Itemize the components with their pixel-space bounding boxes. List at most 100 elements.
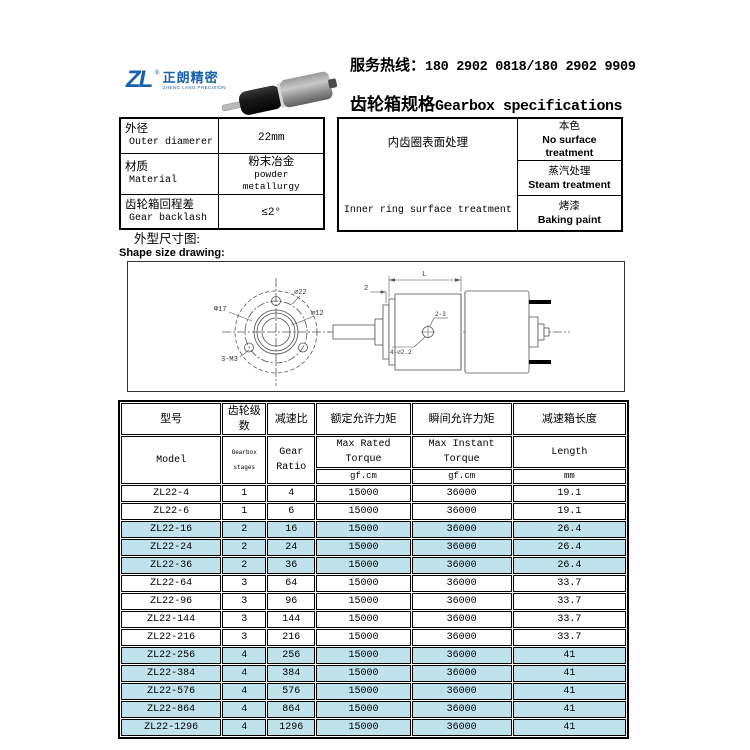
cell-length: 33.7 [512,575,626,592]
col-rated-unit: gf.cm [316,469,411,484]
logo-zl-mark: ZL [126,66,153,93]
label-en: Inner ring surface treatment [343,205,512,217]
cell-length: 26.4 [512,557,626,574]
table-row: 烤漆 Baking paint [338,195,623,231]
cell-ratio: 256 [267,647,316,664]
col-length-unit: mm [512,469,626,484]
page-title-cn: 齿轮箱规格 [350,95,435,114]
cell-length: 41 [512,701,626,718]
spec-label-material: 材质 Material [119,152,220,195]
cell-model: ZL22-36 [121,557,222,574]
table-row: ZL22-384 4 384 15000 36000 41 [121,665,626,682]
header-row-en: Model Gearbox stages Gear Ratio Max Rate… [121,436,626,484]
cell-model: ZL22-384 [121,665,222,682]
cell-model: ZL22-24 [121,539,222,556]
cell-ratio: 384 [267,665,316,682]
dim-hole-dia: 4-⌀2.2 [390,349,412,356]
cell-length: 26.4 [512,521,626,538]
cell-stages: 3 [222,593,267,610]
cell-rated-torque: 15000 [316,629,411,646]
label-cn: 外径 [125,123,148,136]
cell-ratio: 576 [267,683,316,700]
cell-rated-torque: 15000 [316,647,411,664]
cell-stages: 4 [222,665,267,682]
table-row: ZL22-4 1 4 15000 36000 19.1 [121,485,626,502]
cell-instant-torque: 36000 [411,611,512,628]
cell-rated-torque: 15000 [316,683,411,700]
page-title-en: Gearbox specifications [435,98,623,115]
company-name-en: ZHENG LANG PRECISION [162,85,226,90]
table-row: 外径 Outer diamerer 22mm [119,117,325,154]
table-row: 齿轮箱回程差 Gear backlash ≤2° [119,193,325,230]
cell-rated-torque: 15000 [316,521,411,538]
dim-length: L [422,271,427,279]
cell-instant-torque: 36000 [411,575,512,592]
cell-rated-torque: 15000 [316,665,411,682]
dim-hole-note: 2-3 [435,311,446,318]
cell-stages: 4 [222,683,267,700]
table-row: ZL22-216 3 216 15000 36000 33.7 [121,629,626,646]
cell-rated-torque: 15000 [316,539,411,556]
cell-length: 33.7 [512,629,626,646]
value: 22mm [258,131,285,144]
col-instant-cn: 瞬间允许力矩 [411,403,512,435]
label-en: Gear backlash [129,212,208,224]
label-cn: 材质 [125,161,148,173]
cell-stages: 2 [222,521,267,538]
spec-value-material: 粉末冶金 powder metallurgy [218,152,325,195]
treatment-option-steam: 蒸汽处理 Steam treatment [516,160,623,196]
cell-stages: 1 [222,485,267,502]
gearmotor-product-image [221,71,338,115]
table-row: ZL22-576 4 576 15000 36000 41 [121,683,626,700]
cell-instant-torque: 36000 [411,557,512,574]
cell-instant-torque: 36000 [411,683,512,700]
cell-ratio: 36 [267,557,316,574]
table-row: ZL22-864 4 864 15000 36000 41 [121,701,626,718]
table-row: ZL22-144 3 144 15000 36000 33.7 [121,611,626,628]
cell-ratio: 1296 [267,719,316,736]
col-ratio-cn: 减速比 [267,403,316,435]
treatment-option-natural: 本色 No surface treatment [516,117,623,161]
cell-instant-torque: 36000 [411,629,512,646]
treatment-option-paint: 烤漆 Baking paint [516,195,623,231]
cell-instant-torque: 36000 [411,665,512,682]
cell-ratio: 6 [267,503,316,520]
cell-rated-torque: 15000 [316,557,411,574]
table-row: ZL22-256 4 256 15000 36000 41 [121,647,626,664]
option-en: No surface treatment [542,134,597,159]
cell-stages: 2 [222,539,267,556]
table-row: ZL22-96 3 96 15000 36000 33.7 [121,593,626,610]
cell-rated-torque: 15000 [316,485,411,502]
cell-ratio: 96 [267,593,316,610]
label-en: Material [129,175,178,186]
basic-spec-table: 外径 Outer diamerer 22mm 材质 Material 粉末冶金 … [119,117,325,230]
cell-length: 41 [512,665,626,682]
dim-flange-offset: 2 [364,285,368,293]
col-instant-en: Max Instant Torque [411,436,512,468]
cell-stages: 1 [222,503,267,520]
cell-model: ZL22-96 [121,593,222,610]
cell-rated-torque: 15000 [316,575,411,592]
cell-model: ZL22-576 [121,683,222,700]
cell-length: 26.4 [512,539,626,556]
cell-length: 19.1 [512,485,626,502]
dim-mount-holes: 3-M3 [221,356,238,364]
company-name-cn: 正朗精密 [162,70,219,85]
col-length-cn: 减速箱长度 [512,403,626,435]
cell-instant-torque: 36000 [411,701,512,718]
table-row: ZL22-64 3 64 15000 36000 33.7 [121,575,626,592]
dim-inner-dia: ⌀12 [311,310,324,318]
registered-mark-icon: ® [154,69,160,77]
shape-size-drawing: Φ17 ⌀22 ⌀12 3-M3 L 2 2-3 4-⌀2.2 [127,261,625,392]
col-ratio-en: Gear Ratio [267,436,316,484]
treatment-label-cell: 内齿圈表面处理 Inner ring surface treatment [337,117,518,231]
spec-label-outer-diameter: 外径 Outer diamerer [119,117,220,154]
cell-stages: 4 [222,719,267,736]
option-cn: 本色 [558,121,580,132]
cell-model: ZL22-864 [121,701,222,718]
technical-drawing: Φ17 ⌀22 ⌀12 3-M3 L 2 2-3 4-⌀2.2 [214,271,570,386]
header-row-units: gf.cm gf.cm mm [121,469,626,484]
hotline-label: 服务热线： [350,58,426,74]
cell-length: 41 [512,719,626,736]
